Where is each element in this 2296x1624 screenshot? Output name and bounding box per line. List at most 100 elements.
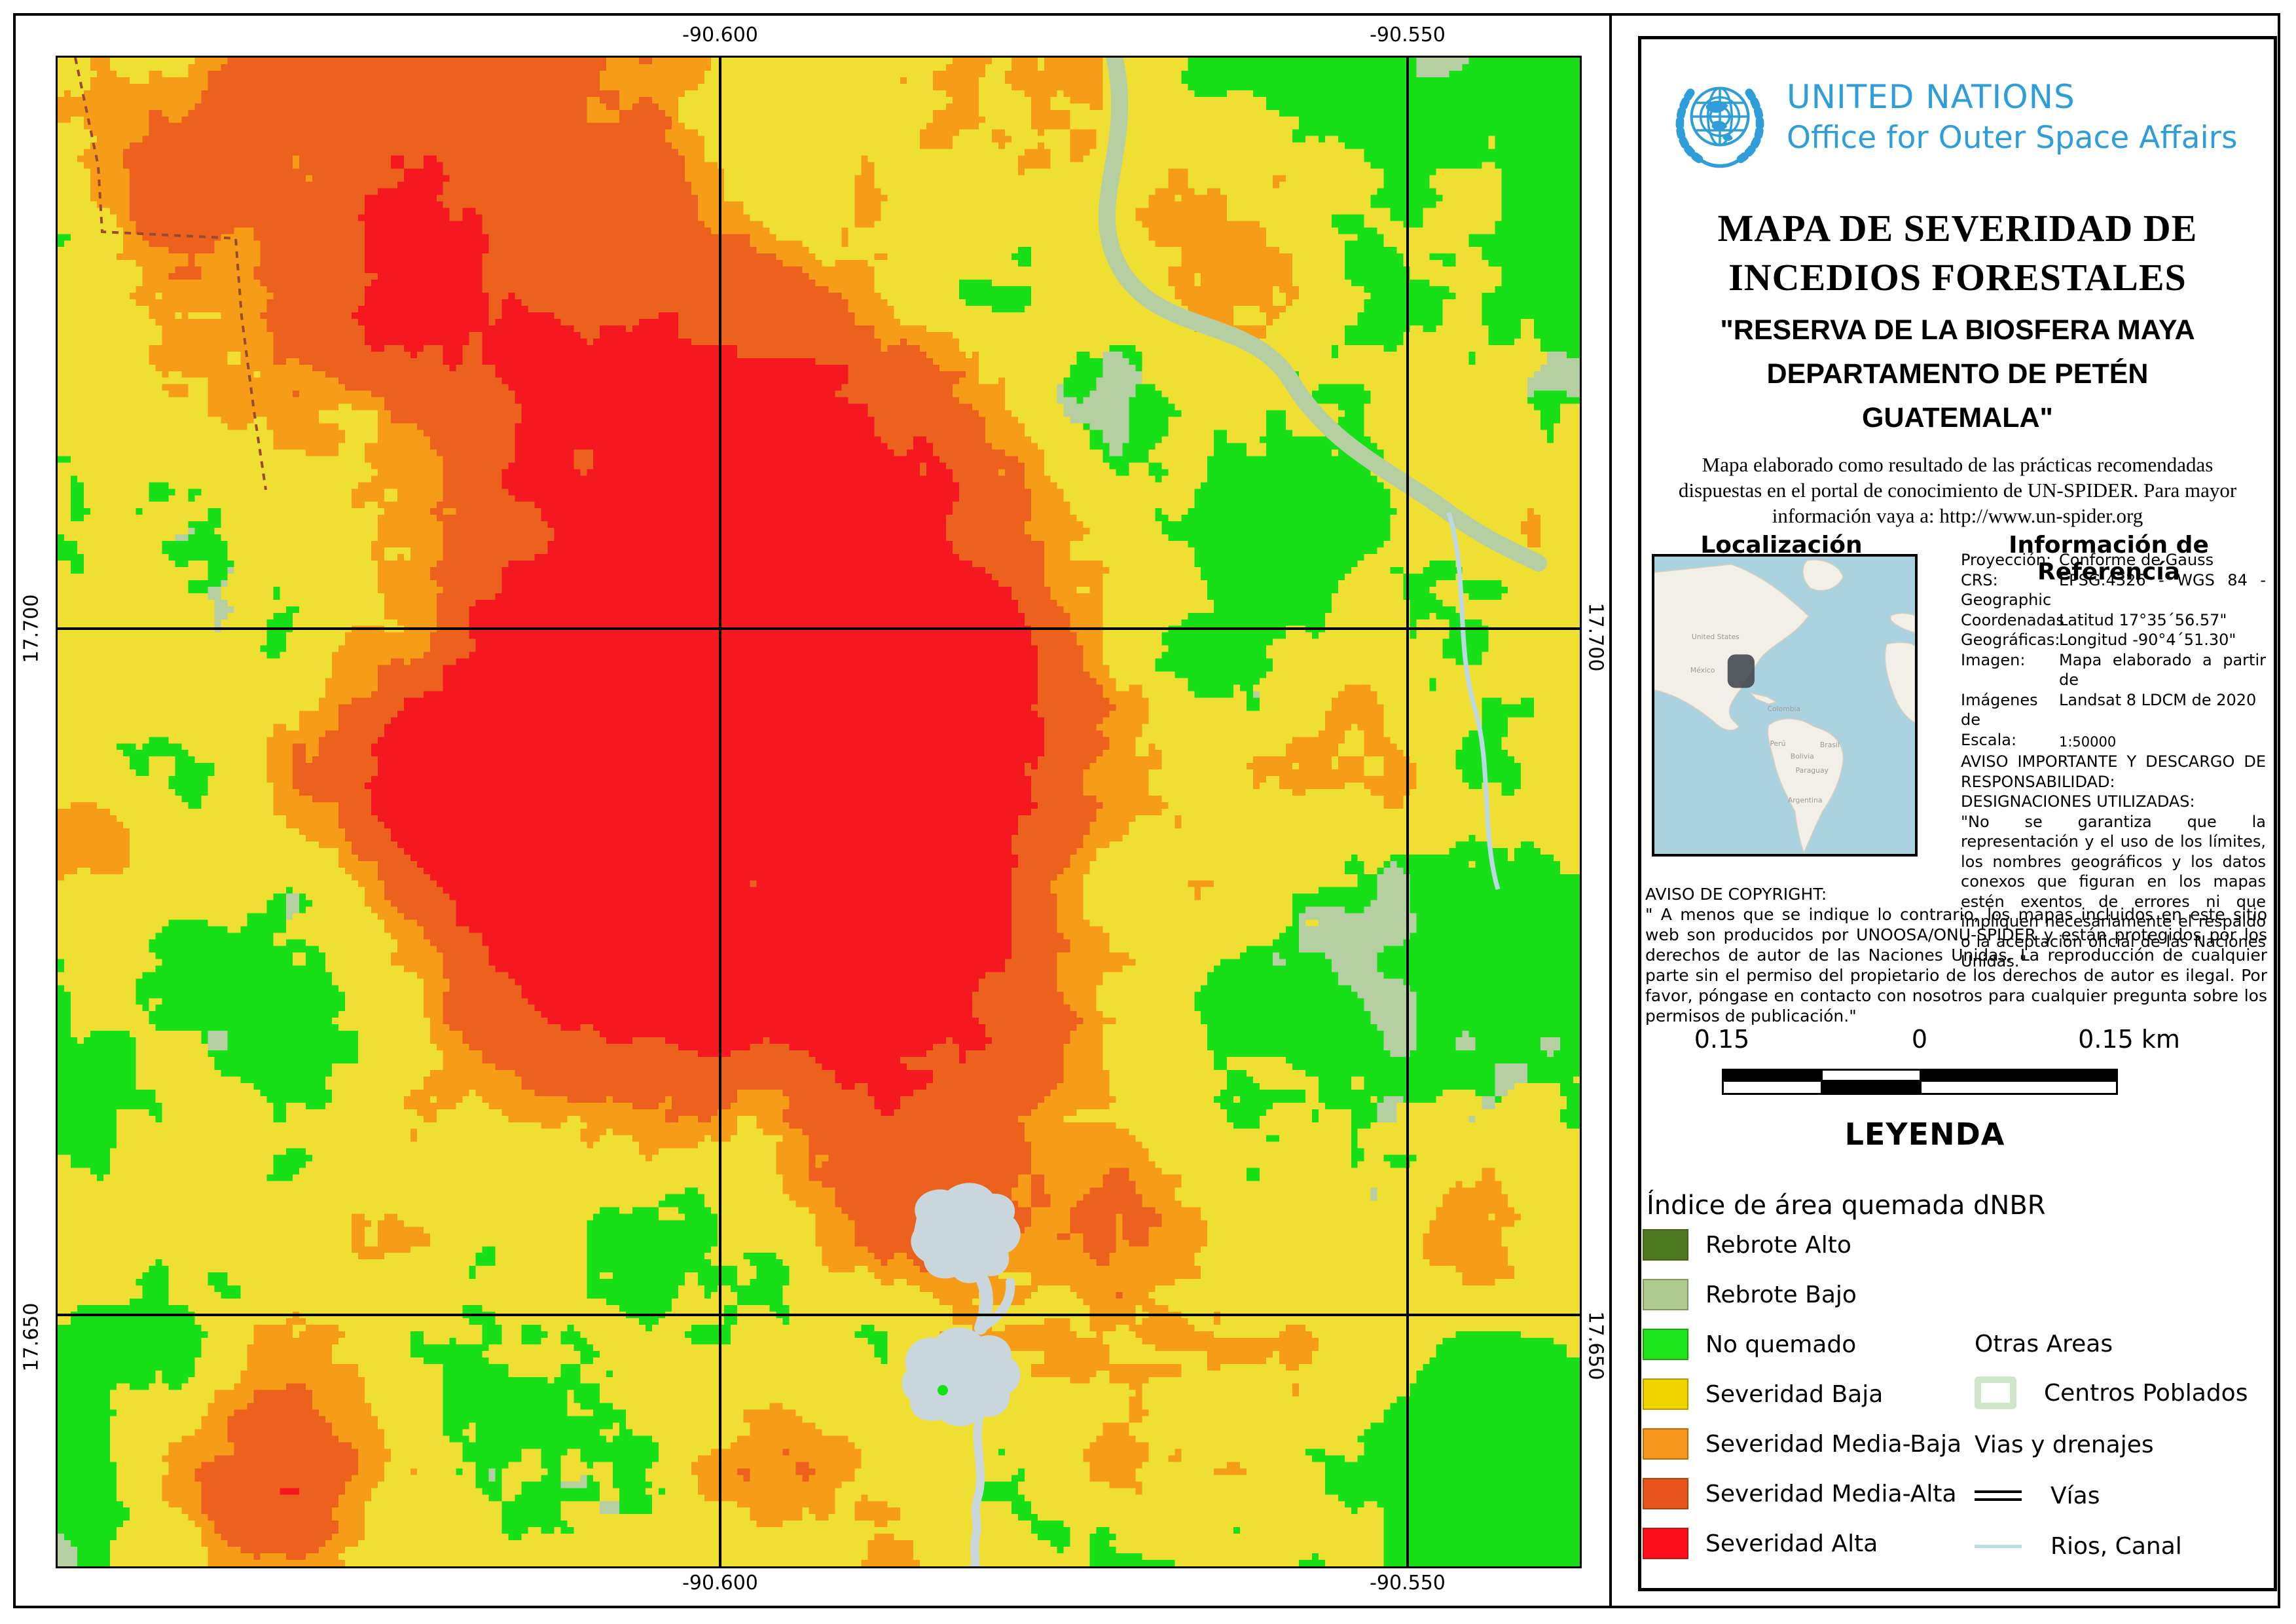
longitude-label-bottom-1: -90.600 xyxy=(682,1572,758,1595)
legend-swatch xyxy=(1643,1329,1688,1360)
panel-divider xyxy=(1609,13,1612,1608)
lake-outlet-canal xyxy=(970,1412,985,1566)
longitude-label-bottom-2: -90.550 xyxy=(1370,1572,1446,1595)
longitude-label-top-1: -90.600 xyxy=(682,24,758,46)
map-overlay xyxy=(58,58,1580,1566)
inset-country-label: México xyxy=(1690,666,1715,674)
reference-key: Imágenes de xyxy=(1961,690,2038,729)
reference-value: Landsat 8 LDCM de 2020 xyxy=(2059,690,2257,709)
latitude-label-left-2: 17.650 xyxy=(20,1302,43,1372)
scalebar-label-zero: 0 xyxy=(1911,1025,1928,1054)
copyright-title: AVISO DE COPYRIGHT: xyxy=(1645,885,1827,904)
map-title-line1: MAPA DE SEVERIDAD DE xyxy=(1717,207,2198,249)
locator-inset-map: United States México Colombia Perú Bolivia Br… xyxy=(1652,554,1918,857)
inset-country-label: Paraguay xyxy=(1796,766,1829,775)
map-subtitle-line3: GUATEMALA" xyxy=(1862,402,2053,434)
inset-country-label: Brasil xyxy=(1820,741,1840,749)
legend-swatch xyxy=(1643,1528,1688,1559)
reference-key: Geographic xyxy=(1961,591,2052,609)
map-title-line2: INCEDIOS FORESTALES xyxy=(1728,256,2187,299)
disclaimer-paragraph: "No se garantiza que la representación y… xyxy=(1961,812,2266,971)
legend-swatch xyxy=(1643,1279,1688,1310)
inset-country-label: Colombia xyxy=(1768,705,1801,713)
legend-dnbr-heading: Índice de área quemada dNBR xyxy=(1647,1190,2046,1221)
drainage-vegetation-band xyxy=(1098,58,1547,572)
severity-map xyxy=(56,56,1582,1568)
reference-line: Coordenadas Latitud 17°35´56.57" xyxy=(1961,610,2266,631)
reference-value: EPSG:4326 - WGS 84 - xyxy=(2059,570,2266,589)
reference-line: Proyección: Conforme de Gauss xyxy=(1961,550,2266,570)
legend-item-label: Severidad Media-Baja xyxy=(1705,1430,1962,1458)
reference-line: Imagen: Mapa elaborado a partir de xyxy=(1961,650,2266,690)
legend-item-label: Severidad Media-Alta xyxy=(1705,1480,1957,1507)
river-line xyxy=(1446,511,1501,890)
scalebar-segment xyxy=(1922,1071,2116,1082)
reference-line: Imágenes de Landsat 8 LDCM de 2020 xyxy=(1961,690,2266,730)
legend-item-label: Severidad Baja xyxy=(1705,1380,1884,1408)
scalebar-segment xyxy=(1724,1071,1823,1082)
vias-label: Vías xyxy=(2050,1482,2100,1509)
lake-island xyxy=(938,1385,948,1395)
inset-country-labels: United States México Colombia Perú Bolivia Br… xyxy=(1690,633,1840,805)
legend-swatch xyxy=(1643,1478,1688,1509)
legend-item-label: Rebrote Bajo xyxy=(1705,1281,1857,1308)
via-dashed-road xyxy=(74,58,267,490)
legend-item: Severidad Alta xyxy=(1643,1528,1961,1559)
scalebar-label-left: 0.15 xyxy=(1694,1025,1750,1054)
reference-key: AVISO IMPORTANTE Y DESCARGO DE xyxy=(1961,752,2266,771)
legend-item: Severidad Baja xyxy=(1643,1378,1961,1410)
legend-swatch xyxy=(1643,1229,1688,1261)
area-of-interest-marker xyxy=(1727,654,1755,688)
un-wordmark: UNITED NATIONS Office for Outer Space Af… xyxy=(1787,78,2237,156)
reference-key: CRS: xyxy=(1961,570,1998,589)
legend-centros-row: Centros Poblados xyxy=(1975,1376,2248,1409)
reference-key: Proyección: xyxy=(1961,551,2052,569)
reference-value: Mapa elaborado a partir de xyxy=(2059,650,2266,690)
info-panel: UNITED NATIONS Office for Outer Space Af… xyxy=(1638,36,2277,1591)
lake-polygon-lower xyxy=(902,1327,1021,1427)
scale-bar xyxy=(1722,1069,2118,1095)
intro-paragraph: Mapa elaborado como resultado de las prá… xyxy=(1678,453,2237,527)
reference-line: AVISO IMPORTANTE Y DESCARGO DE xyxy=(1961,752,2266,772)
reference-line: Geográficas: Longitud -90°4´51.30" xyxy=(1961,630,2266,650)
page-border xyxy=(13,13,2280,1608)
legend-item: No quemado xyxy=(1643,1329,1961,1360)
inset-landmasses xyxy=(1654,559,1915,854)
legend-otras-heading: Otras Areas xyxy=(1975,1331,2113,1357)
latitude-label-right-1: 17.700 xyxy=(1584,602,1607,672)
inset-country-label: Perú xyxy=(1770,739,1785,748)
reference-line: CRS: EPSG:4326 - WGS 84 - xyxy=(1961,570,2266,591)
legend-item: Rebrote Bajo xyxy=(1643,1279,1961,1310)
scalebar-label-right: 0.15 km xyxy=(2078,1025,2180,1054)
scalebar-segment xyxy=(1823,1071,1922,1082)
legend-vias-row: Vías xyxy=(1975,1480,2100,1511)
legend-rios-row: Rios, Canal xyxy=(1975,1530,2182,1562)
inset-country-label: Argentina xyxy=(1788,796,1823,804)
legend-item: Rebrote Alto xyxy=(1643,1229,1961,1261)
reference-value: Conforme de Gauss xyxy=(2059,551,2214,569)
legend-item-label: Severidad Alta xyxy=(1705,1530,1878,1557)
centros-poblados-label: Centros Poblados xyxy=(2044,1379,2248,1407)
lake-polygon-upper xyxy=(911,1183,1021,1283)
scalebar-segment xyxy=(1724,1082,1823,1093)
un-logo-icon xyxy=(1675,86,1764,168)
reference-key: Geográficas: xyxy=(1961,631,2060,649)
lake-arm xyxy=(976,1278,1015,1333)
river-symbol-icon xyxy=(1975,1544,2022,1548)
legend-items: Rebrote Alto Rebrote Bajo No quemado Severi… xyxy=(1643,1229,1961,1578)
scalebar-segment xyxy=(1922,1082,2116,1093)
legend-title: LEYENDA xyxy=(1844,1116,2005,1152)
reference-value xyxy=(2059,590,2266,610)
legend-item-label: Rebrote Alto xyxy=(1705,1231,1851,1259)
reference-key: DESIGNACIONES UTILIZADAS: xyxy=(1961,792,2195,811)
un-header: UNITED NATIONS Office for Outer Space Af… xyxy=(1665,62,2237,172)
reference-value: Longitud -90°4´51.30" xyxy=(2059,631,2236,649)
longitude-label-top-2: -90.550 xyxy=(1370,24,1446,46)
legend-swatch xyxy=(1643,1378,1688,1410)
reference-key: Imagen: xyxy=(1961,650,2026,669)
rios-label: Rios, Canal xyxy=(2050,1532,2182,1560)
legend-vias-heading: Vias y drenajes xyxy=(1975,1431,2154,1458)
legend-item: Severidad Media-Alta xyxy=(1643,1478,1961,1509)
reference-value: Latitud 17°35´56.57" xyxy=(2059,610,2227,629)
